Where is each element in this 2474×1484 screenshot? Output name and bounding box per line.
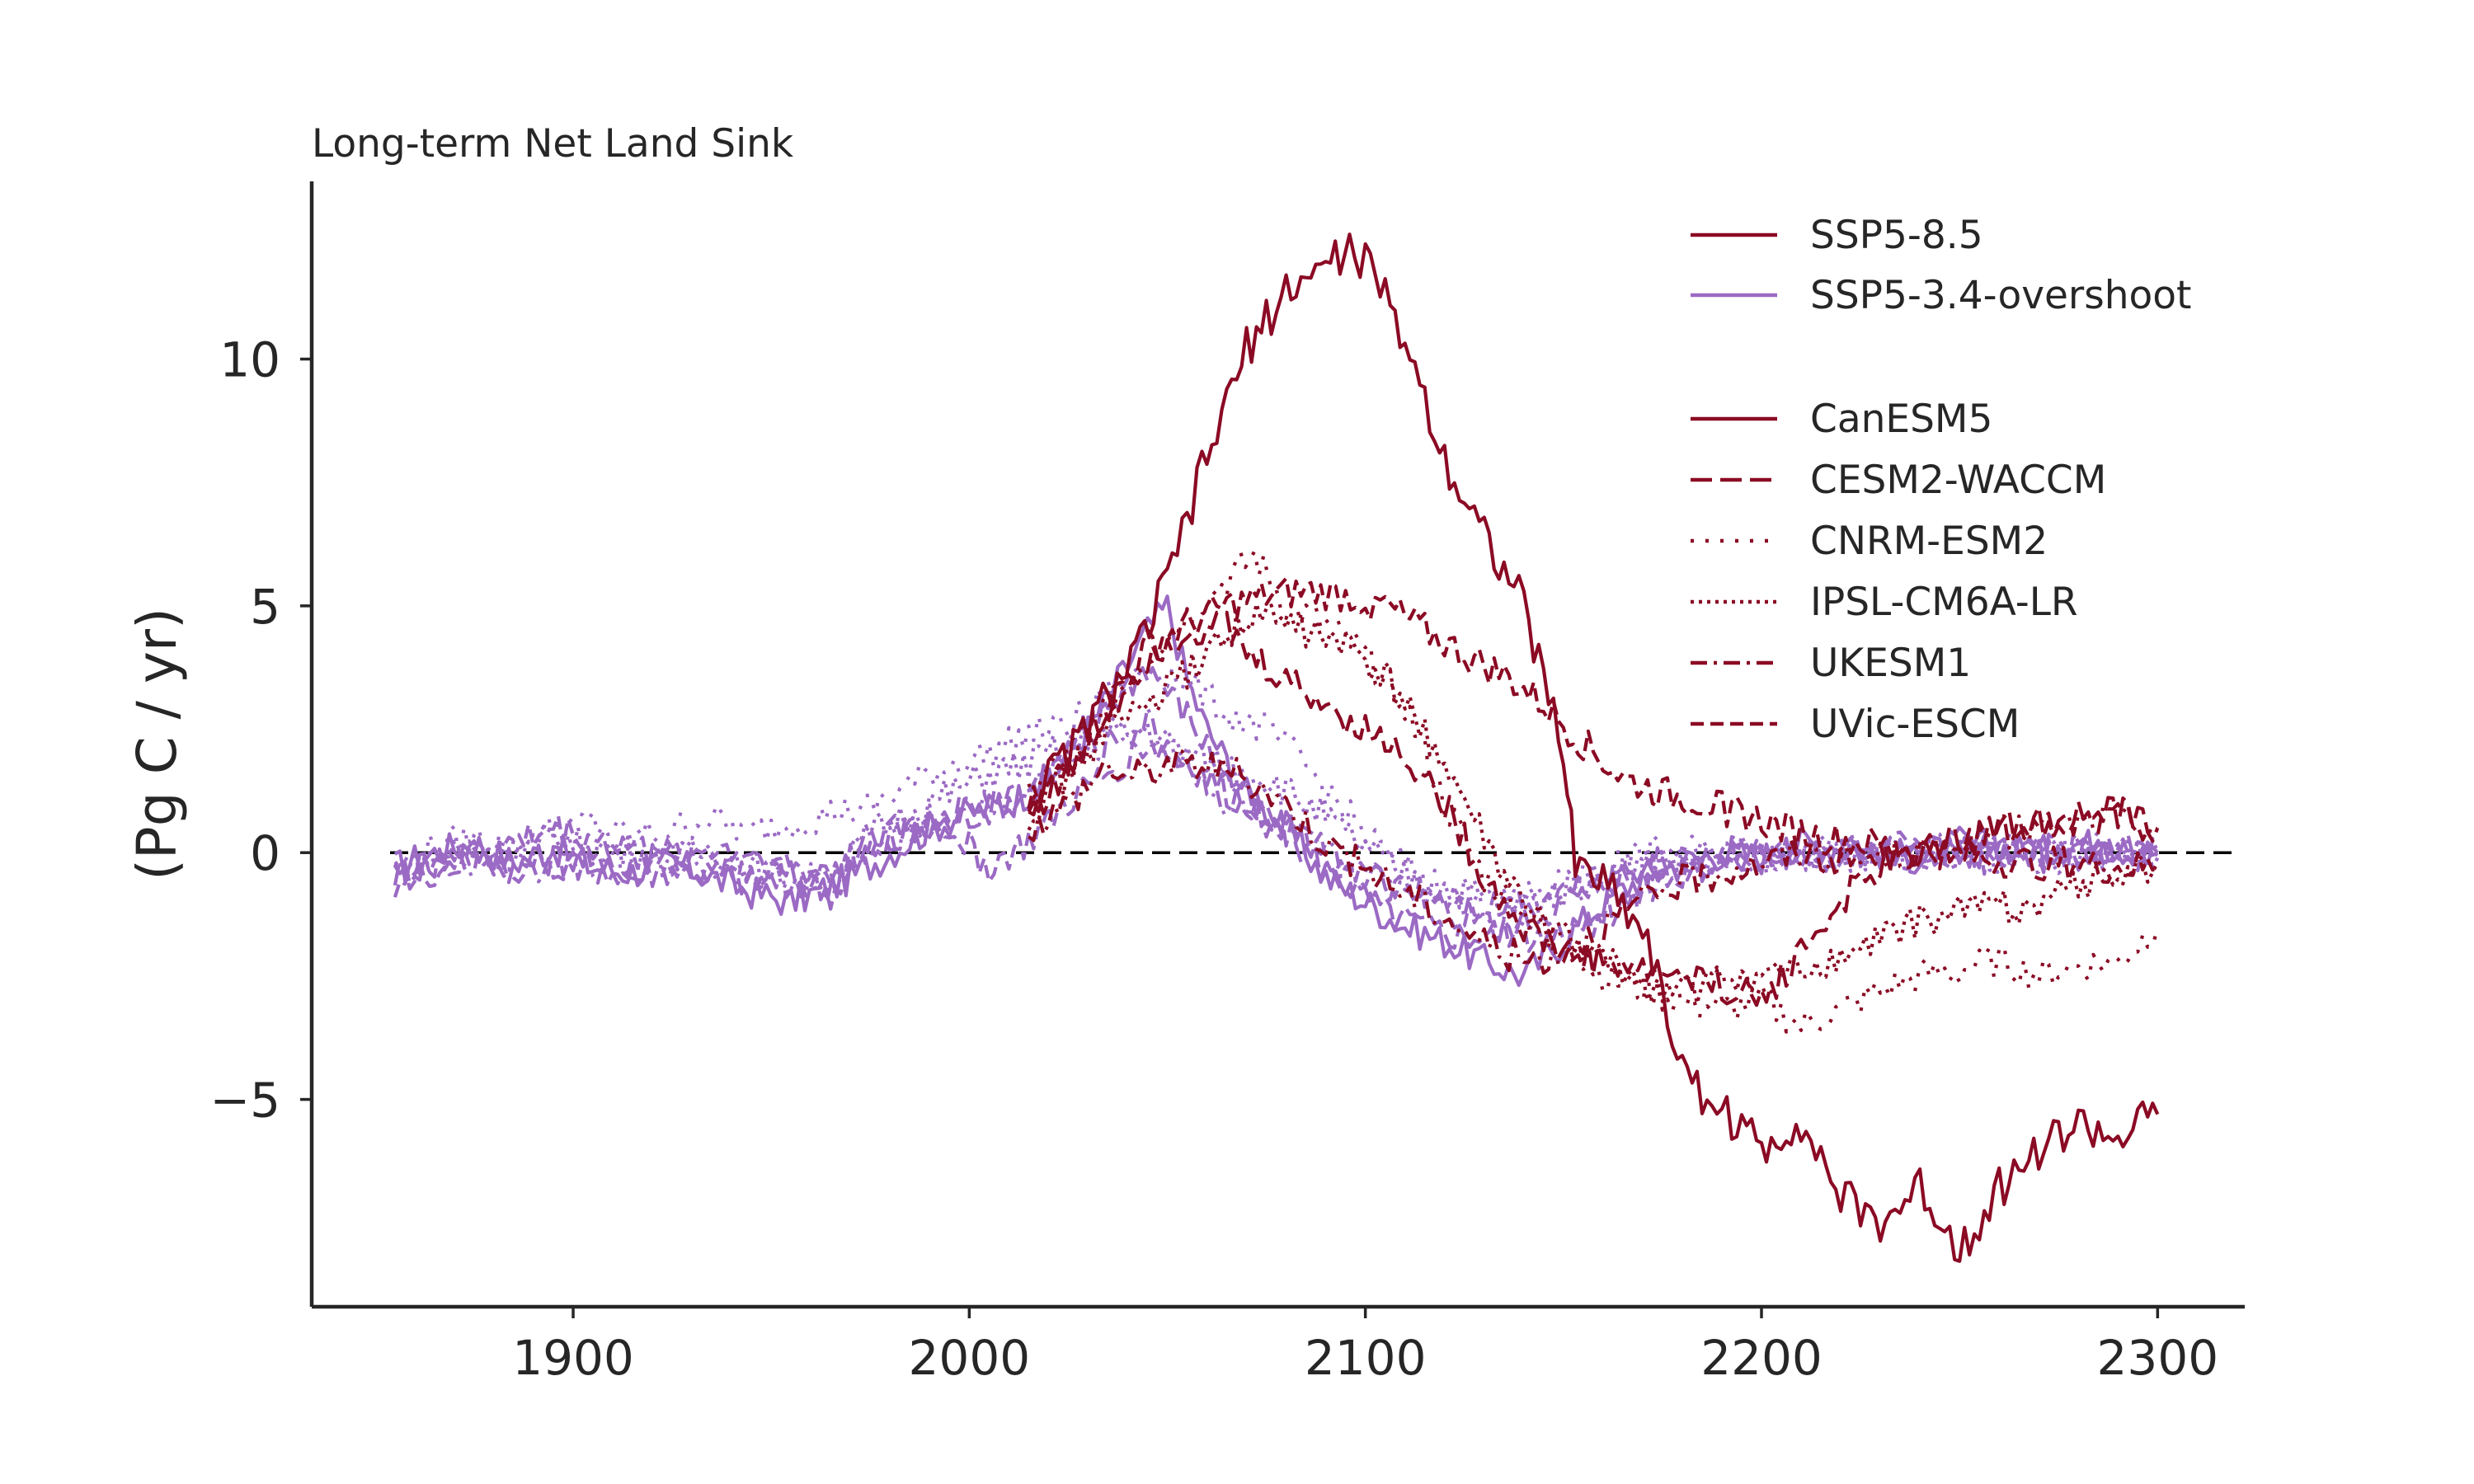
- legend-label-ipsl-cm6a-lr: IPSL-CM6A-LR: [1810, 580, 2078, 625]
- x-tick-label-2100: 2100: [1305, 1330, 1427, 1386]
- series-ssp5-3-4-overshoot-cesm2-waccm: [393, 665, 2159, 950]
- y-tick-label-1: 0: [250, 825, 280, 881]
- legend-label-cesm2-waccm: CESM2-WACCM: [1810, 458, 2106, 503]
- x-tick-label-1900: 1900: [512, 1330, 634, 1386]
- y-tick-label-0: −5: [210, 1073, 281, 1129]
- x-tick-label-2300: 2300: [2097, 1330, 2219, 1386]
- legend-item-canesm5: CanESM5: [1691, 397, 1992, 442]
- chart-title: Long-term Net Land Sink: [312, 121, 794, 167]
- legend-label-ssp585: SSP5-8.5: [1810, 213, 1983, 258]
- legend-item-ssp585: SSP5-8.5: [1691, 213, 1983, 258]
- series-lines: [393, 232, 2160, 1263]
- legend: SSP5-8.5 SSP5-3.4-overshoot CanESM5 CESM…: [1691, 213, 2191, 747]
- series-ssp5-8-5-ipsl-cm6a-lr: [1027, 602, 2160, 1006]
- legend-item-cnrm-esm2: CNRM-ESM2: [1691, 519, 2048, 564]
- legend-item-uvic-escm: UVic-ESCM: [1691, 702, 2020, 747]
- legend-item-cesm2-waccm: CESM2-WACCM: [1691, 458, 2106, 503]
- legend-label-ssp534-overshoot: SSP5-3.4-overshoot: [1810, 273, 2191, 318]
- y-tick-label-3: 10: [219, 332, 280, 388]
- x-tick-label-2200: 2200: [1700, 1330, 1823, 1386]
- series-ssp5-3-4-overshoot-ipsl-cm6a-lr: [393, 716, 2160, 915]
- legend-item-ukesm1: UKESM1: [1691, 641, 1971, 686]
- series-ssp5-8-5-ukesm1: [1028, 747, 2159, 975]
- legend-item-ssp534-overshoot: SSP5-3.4-overshoot: [1691, 273, 2191, 318]
- series-ssp5-8-5-uvic-escm: [1027, 576, 2159, 885]
- legend-label-ukesm1: UKESM1: [1810, 641, 1971, 686]
- x-tick-label-2000: 2000: [909, 1330, 1031, 1386]
- legend-item-ipsl-cm6a-lr: IPSL-CM6A-LR: [1691, 580, 2078, 625]
- legend-label-cnrm-esm2: CNRM-ESM2: [1810, 519, 2048, 564]
- series-ssp5-3-4-overshoot-uvic-escm: [393, 740, 2159, 953]
- series-ssp5-8-5-canesm5: [1027, 232, 2160, 1263]
- x-axis-ticks: 1900 2000 2100 2200 2300: [512, 1307, 2218, 1386]
- legend-label-canesm5: CanESM5: [1810, 397, 1992, 442]
- y-axis-ticks: −5 0 5 10: [210, 332, 312, 1129]
- y-tick-label-2: 5: [250, 579, 280, 635]
- legend-label-uvic-escm: UVic-ESCM: [1810, 702, 2020, 747]
- y-axis-label: (Pg C / yr): [125, 608, 189, 881]
